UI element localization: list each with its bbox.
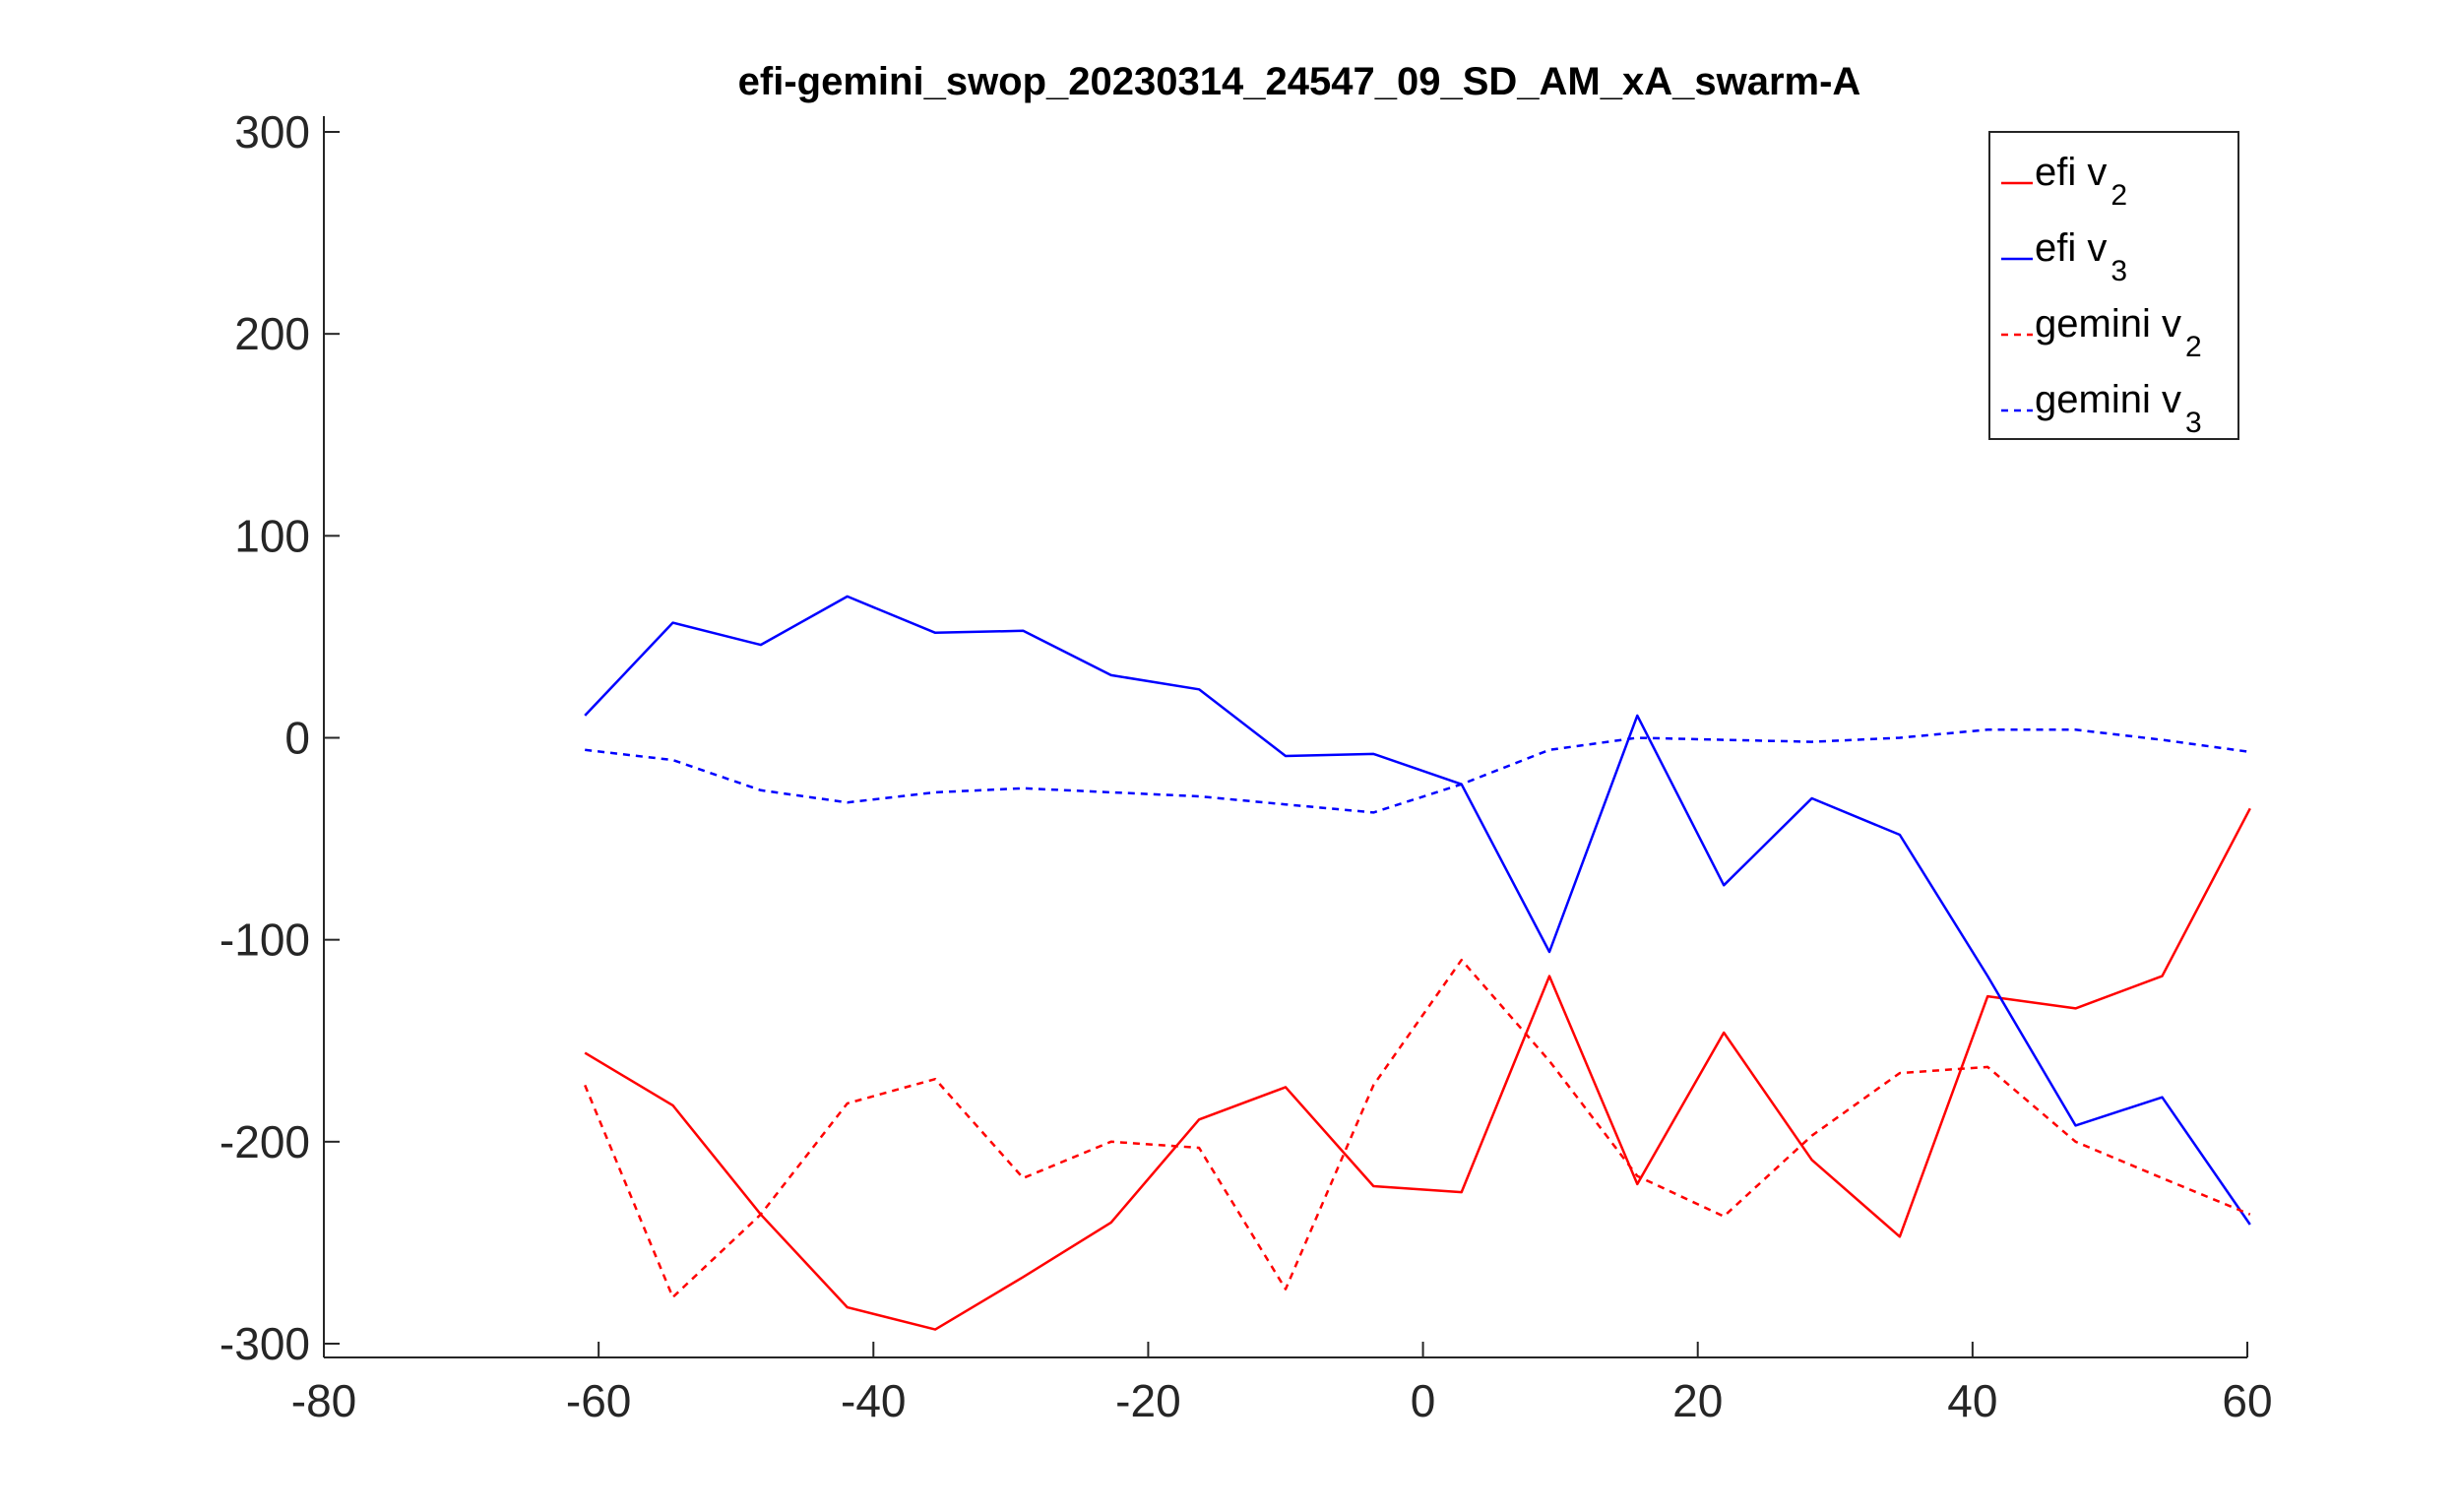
y-tick-label: -100 xyxy=(220,914,310,966)
legend-label-base: efi v xyxy=(2035,226,2107,270)
x-tick-label: 60 xyxy=(2222,1375,2272,1426)
legend-label-subscript: 2 xyxy=(2185,331,2202,363)
y-tick-label: 300 xyxy=(234,106,310,158)
legend-label-subscript: 3 xyxy=(2185,407,2202,439)
x-tick-label: -80 xyxy=(291,1375,356,1426)
legend-label: gemini v2 xyxy=(2035,302,2202,363)
y-tick-label: 0 xyxy=(284,713,310,764)
legend-label: gemini v3 xyxy=(2035,378,2202,439)
legend-label-base: gemini v xyxy=(2035,378,2181,421)
x-tick-label: 0 xyxy=(1411,1375,1436,1426)
series-line-gemini-v-3 xyxy=(585,728,2250,814)
chart-title: efi-gemini_swop_20230314_24547_09_SD_AM_… xyxy=(738,60,1861,103)
x-tick-label: -60 xyxy=(566,1375,631,1426)
series-line-efi-v-3 xyxy=(584,595,2251,1226)
x-tick-label: -40 xyxy=(841,1375,906,1426)
legend-label-subscript: 2 xyxy=(2110,179,2127,212)
series-line-gemini-v-2 xyxy=(584,958,2251,1299)
y-tick-label: -200 xyxy=(220,1116,310,1167)
legend-label: efi v3 xyxy=(2035,226,2127,287)
x-tick-label: -20 xyxy=(1115,1375,1180,1426)
y-tick-label: 200 xyxy=(234,308,310,359)
legend-label-subscript: 3 xyxy=(2110,255,2127,287)
legend-label-base: efi v xyxy=(2035,151,2107,194)
y-tick-label: -300 xyxy=(220,1318,310,1369)
legend-label: efi v2 xyxy=(2035,151,2127,212)
x-tick-label: 40 xyxy=(1947,1375,1997,1426)
y-tick-label: 100 xyxy=(234,510,310,561)
series-layer xyxy=(584,595,2251,1331)
x-tick-label: 20 xyxy=(1672,1375,1723,1426)
legend-label-base: gemini v xyxy=(2035,302,2181,346)
series-line-efi-v-2 xyxy=(584,807,2251,1331)
